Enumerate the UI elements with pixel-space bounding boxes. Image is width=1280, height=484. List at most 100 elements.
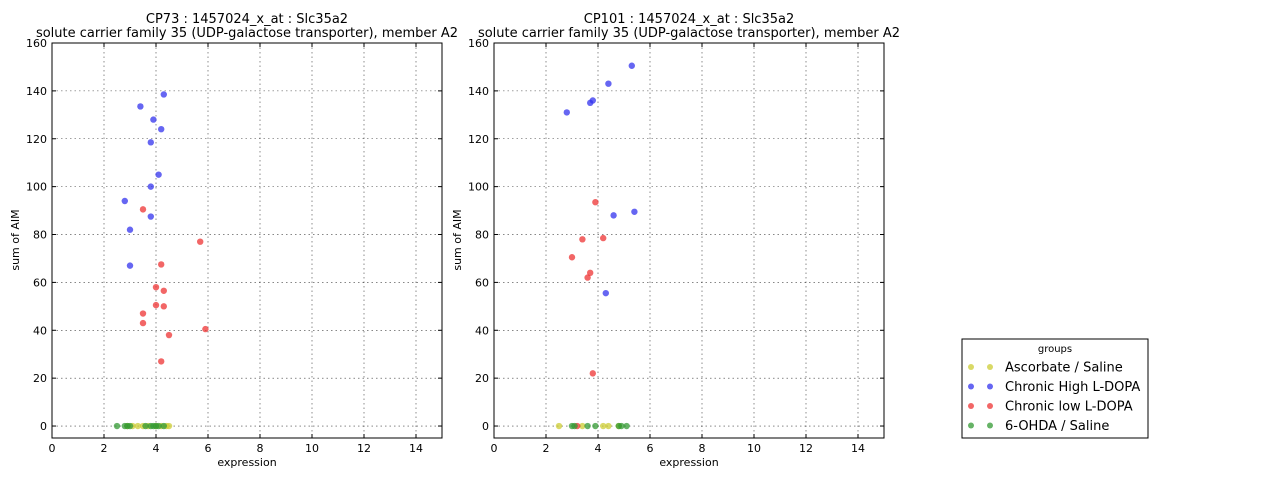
y-tick-label: 60 — [475, 276, 489, 289]
data-point-chronic-high-l-dopa — [147, 139, 154, 146]
x-tick-label: 4 — [153, 442, 160, 455]
y-tick-label: 20 — [475, 372, 489, 385]
legend-marker-6-ohda-saline — [968, 422, 974, 429]
data-point-chronic-high-l-dopa — [160, 91, 167, 98]
legend-title: groups — [1038, 344, 1072, 355]
data-point-chronic-low-l-dopa — [165, 331, 173, 339]
data-point-ascorbate-saline — [605, 422, 612, 430]
data-point-6-ohda-saline — [618, 422, 625, 430]
data-point-ascorbate-saline — [579, 422, 586, 430]
data-point-chronic-low-l-dopa — [160, 287, 167, 294]
data-point-chronic-low-l-dopa — [158, 358, 165, 365]
y-tick-label: 60 — [33, 276, 47, 289]
data-point-6-ohda-saline — [592, 422, 599, 430]
x-tick-label: 10 — [305, 442, 319, 455]
data-point-ascorbate-saline — [555, 422, 563, 430]
y-tick-label: 160 — [26, 37, 47, 50]
y-tick-label: 120 — [26, 133, 47, 146]
data-point-chronic-low-l-dopa — [139, 206, 147, 213]
data-point-chronic-high-l-dopa — [605, 80, 612, 87]
x-tick-label: 8 — [699, 442, 706, 455]
data-point-6-ohda-saline — [155, 422, 162, 430]
plot-frame — [51, 42, 443, 439]
x-tick-label: 4 — [595, 442, 602, 455]
data-point-chronic-low-l-dopa — [139, 319, 147, 327]
legend-box — [961, 338, 1149, 439]
legend-label: Ascorbate / Saline — [1005, 361, 1123, 376]
data-point-chronic-high-l-dopa — [158, 125, 165, 133]
x-tick-label: 0 — [491, 442, 498, 455]
x-tick-label: 10 — [747, 442, 761, 455]
data-point-chronic-low-l-dopa — [202, 325, 209, 333]
data-point-chronic-high-l-dopa — [137, 103, 144, 110]
x-tick-label: 14 — [409, 442, 423, 455]
y-tick-label: 0 — [40, 420, 47, 433]
data-point-6-ohda-saline — [584, 422, 591, 430]
y-tick-label: 100 — [26, 181, 47, 194]
y-tick-label: 100 — [468, 181, 489, 194]
data-point-chronic-low-l-dopa — [587, 269, 594, 277]
y-axis-label: sum of AIM — [451, 209, 464, 270]
x-tick-label: 14 — [851, 442, 865, 455]
legend-marker-ascorbate-saline — [987, 364, 993, 370]
chart-title: CP101 : 1457024_x_at : Slc35a2 — [584, 12, 794, 27]
legend-marker-chronic-high-l-dopa — [968, 383, 974, 390]
x-tick-label: 8 — [257, 442, 264, 455]
data-point-chronic-high-l-dopa — [628, 62, 635, 69]
x-tick-label: 6 — [205, 442, 212, 455]
y-tick-label: 40 — [475, 324, 489, 337]
x-axis-label: expression — [659, 456, 718, 469]
legend-marker-chronic-high-l-dopa — [987, 383, 993, 390]
y-tick-label: 40 — [33, 324, 47, 337]
y-axis-label: sum of AIM — [9, 209, 22, 270]
y-tick-label: 80 — [33, 229, 47, 242]
data-point-6-ohda-saline — [126, 422, 134, 430]
y-tick-label: 140 — [26, 85, 47, 98]
data-point-chronic-high-l-dopa — [126, 262, 134, 269]
chart-subtitle: solute carrier family 35 (UDP-galactose … — [478, 26, 900, 41]
data-point-ascorbate-saline — [134, 422, 141, 430]
legend-marker-6-ohda-saline — [987, 422, 993, 429]
data-point-chronic-low-l-dopa — [158, 261, 165, 268]
data-point-chronic-high-l-dopa — [602, 289, 609, 297]
y-tick-label: 80 — [475, 229, 489, 242]
legend: groups Ascorbate / Saline Chronic High L-… — [961, 338, 1149, 439]
data-point-chronic-high-l-dopa — [121, 197, 128, 205]
y-tick-label: 160 — [468, 37, 489, 50]
legend-label: 6-OHDA / Saline — [1005, 419, 1109, 434]
chart-title: CP73 : 1457024_x_at : Slc35a2 — [146, 12, 348, 27]
x-tick-label: 0 — [49, 442, 56, 455]
data-point-chronic-low-l-dopa — [592, 198, 599, 206]
data-point-chronic-low-l-dopa — [197, 238, 204, 245]
data-point-ascorbate-saline — [600, 422, 607, 430]
data-point-chronic-low-l-dopa — [579, 236, 586, 243]
data-point-chronic-low-l-dopa — [152, 283, 160, 291]
data-point-chronic-low-l-dopa — [160, 303, 167, 310]
legend-marker-chronic-low-l-dopa — [968, 403, 974, 409]
x-tick-label: 2 — [543, 442, 550, 455]
data-point-ascorbate-saline — [165, 422, 173, 430]
legend-marker-chronic-low-l-dopa — [987, 403, 993, 409]
plot-frame — [493, 42, 885, 439]
data-point-chronic-low-l-dopa — [589, 370, 596, 377]
y-tick-label: 20 — [33, 372, 47, 385]
legend-marker-ascorbate-saline — [968, 364, 974, 370]
data-point-chronic-high-l-dopa — [587, 99, 594, 107]
data-point-chronic-low-l-dopa — [600, 234, 607, 242]
chart-cp73: CP73 : 1457024_x_at : Slc35a2 solute car… — [9, 12, 458, 469]
data-point-chronic-high-l-dopa — [147, 213, 154, 220]
y-tick-label: 0 — [482, 420, 489, 433]
chart-subtitle: solute carrier family 35 (UDP-galactose … — [36, 26, 458, 41]
data-point-6-ohda-saline — [571, 422, 578, 430]
x-axis-label: expression — [217, 456, 276, 469]
data-point-6-ohda-saline — [623, 422, 630, 430]
data-point-chronic-low-l-dopa — [584, 274, 591, 281]
chart-cp101: CP101 : 1457024_x_at : Slc35a2 solute ca… — [451, 12, 900, 469]
data-point-chronic-low-l-dopa — [152, 301, 160, 309]
y-tick-label: 140 — [468, 85, 489, 98]
data-point-chronic-low-l-dopa — [139, 310, 147, 317]
data-point-6-ohda-saline — [142, 422, 149, 430]
data-point-chronic-low-l-dopa — [568, 254, 576, 261]
data-point-6-ohda-saline — [160, 422, 167, 430]
